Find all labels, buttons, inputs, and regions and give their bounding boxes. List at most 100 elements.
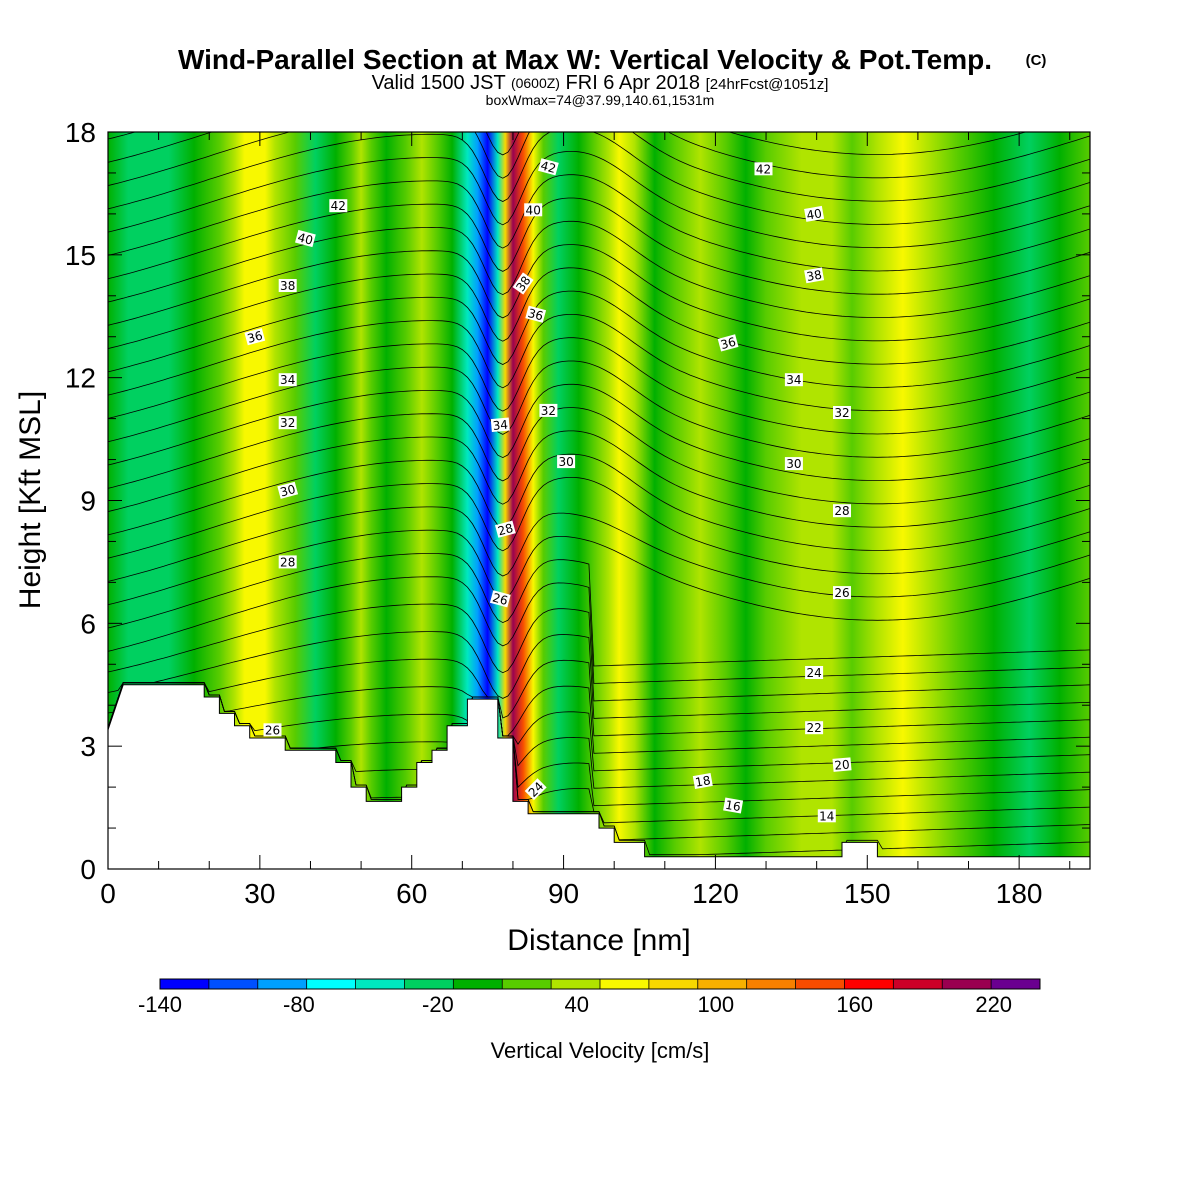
theta-label-7: 28 (278, 555, 297, 569)
theta-label-box (278, 416, 297, 430)
theta-label-box (538, 158, 559, 176)
colorbar-swatch-2 (257, 979, 307, 989)
theta-label-box (278, 373, 297, 387)
subtitle-valid: Valid 1500 JST (372, 72, 506, 94)
theta-label-text: 36 (526, 306, 544, 323)
theta-contour-34 (108, 290, 1090, 388)
theta-label-box (804, 205, 825, 222)
theta-label-0: 42 (329, 199, 348, 213)
theta-label-box (489, 590, 511, 608)
theta-label-32: 16 (723, 797, 744, 814)
theta-label-13: 34 (490, 417, 510, 433)
theta-label-22: 36 (717, 334, 739, 352)
theta-label-box (784, 457, 803, 471)
theta-contour-38 (108, 197, 1090, 295)
y-tick-labels: 0 3 6 9 12 15 18 (65, 117, 96, 885)
theta-label-text: 34 (492, 418, 508, 433)
theta-label-text: 42 (756, 162, 771, 176)
colorbar-swatch-5 (404, 979, 454, 989)
theta-label-box (754, 162, 773, 176)
theta-label-12: 36 (525, 305, 547, 323)
theta-contour-22 (108, 576, 1090, 684)
theta-contour-19 (108, 658, 1090, 737)
theta-label-16: 28 (495, 520, 516, 538)
theta-label-box (539, 403, 558, 417)
theta-contour-21 (108, 603, 1090, 702)
theta-label-8: 26 (263, 723, 282, 737)
theta-label-text: 36 (719, 335, 737, 352)
theta-label-29: 22 (805, 721, 824, 735)
theta-label-text: 34 (786, 373, 801, 387)
theta-contour-36 (108, 244, 1090, 342)
theta-contour-24 (108, 529, 1090, 621)
theta-contour-31 (108, 360, 1090, 458)
colorbar-swatch-14 (844, 979, 894, 989)
theta-label-box (525, 305, 547, 323)
theta-label-box (557, 455, 576, 469)
theta-contour-35 (108, 267, 1090, 365)
theta-label-text: 42 (539, 159, 557, 176)
x-axis-label: Distance [nm] (507, 924, 690, 957)
theta-label-10: 40 (524, 203, 543, 217)
theta-contour-43 (108, 132, 1090, 179)
terrain (107, 684, 1091, 870)
theta-contour-18 (108, 682, 1090, 754)
theta-label-text: 38 (805, 268, 822, 284)
y-tick-label-1: 3 (80, 731, 96, 762)
theta-label-text: 40 (526, 203, 541, 217)
x-tick-label-6: 180 (996, 878, 1043, 909)
theta-contour-42 (108, 132, 1090, 202)
theta-contour-44 (108, 132, 1028, 155)
theta-label-26: 28 (833, 504, 851, 518)
axis-ticks (107, 131, 1090, 870)
theta-label-text: 24 (806, 666, 821, 680)
theta-label-14: 32 (539, 403, 558, 418)
theta-label-text: 30 (786, 457, 801, 471)
theta-label-box (524, 778, 547, 801)
theta-label-1: 40 (295, 229, 316, 248)
colorbar-tick-labels: -140 -80 -20 40 100 160 220 (138, 992, 1012, 1017)
theta-label-25: 30 (784, 457, 803, 471)
subtitle-forecast: [24hrFcst@1051z] (706, 76, 829, 93)
theta-label-text: 36 (246, 328, 264, 345)
theta-contour-39 (108, 174, 1090, 272)
theta-label-box (278, 555, 297, 569)
theta-label-31: 18 (692, 773, 713, 790)
x-tick-label-3: 90 (548, 878, 579, 909)
theta-label-30: 20 (832, 757, 852, 773)
theta-label-text: 28 (834, 504, 849, 518)
theta-label-33: 14 (817, 809, 836, 823)
plot-area: 42 40 38 36 34 32 30 28 26 42 40 38 36 34 32 30 28 26 24 42… (107, 131, 1091, 870)
theta-label-27: 26 (833, 586, 851, 600)
theta-label-text: 32 (541, 404, 556, 418)
colorbar-swatch-0 (160, 979, 210, 989)
theta-label-box (784, 373, 803, 387)
colorbar-tick-label-6: 220 (975, 992, 1012, 1017)
theta-label-text: 28 (496, 521, 514, 538)
theta-contour-25 (108, 506, 1090, 598)
theta-label-text: 30 (279, 482, 297, 499)
subtitle-date: FRI 6 Apr 2018 (566, 72, 701, 94)
colorbar-swatch-3 (306, 979, 356, 989)
theta-label-box (817, 809, 836, 823)
theta-contour-29 (108, 407, 1090, 505)
theta-label-text: 30 (558, 455, 573, 469)
theta-label-text: 34 (280, 373, 295, 387)
theta-label-4: 34 (278, 373, 297, 387)
theta-label-box (495, 520, 516, 538)
theta-contour-labels: 42 40 38 36 34 32 30 28 26 42 40 38 36 34 32 30 28 26 24 42… (244, 158, 852, 823)
theta-label-text: 40 (805, 206, 822, 222)
theta-contour-30 (108, 383, 1090, 481)
y-tick-label-5: 15 (65, 240, 96, 271)
theta-label-text: 16 (724, 798, 741, 814)
theta-label-text: 40 (296, 230, 314, 247)
theta-label-box (804, 267, 825, 284)
theta-label-3: 36 (244, 328, 266, 346)
chart-subtitle-2: boxWmax=74@37.99,140.61,1531m (486, 92, 715, 108)
theta-label-box (833, 586, 851, 600)
theta-label-text: 28 (280, 555, 295, 569)
colorbar-swatch-6 (453, 979, 503, 989)
theta-label-text: 18 (694, 773, 711, 789)
theta-label-box (524, 203, 543, 217)
theta-contour-27 (108, 453, 1090, 551)
